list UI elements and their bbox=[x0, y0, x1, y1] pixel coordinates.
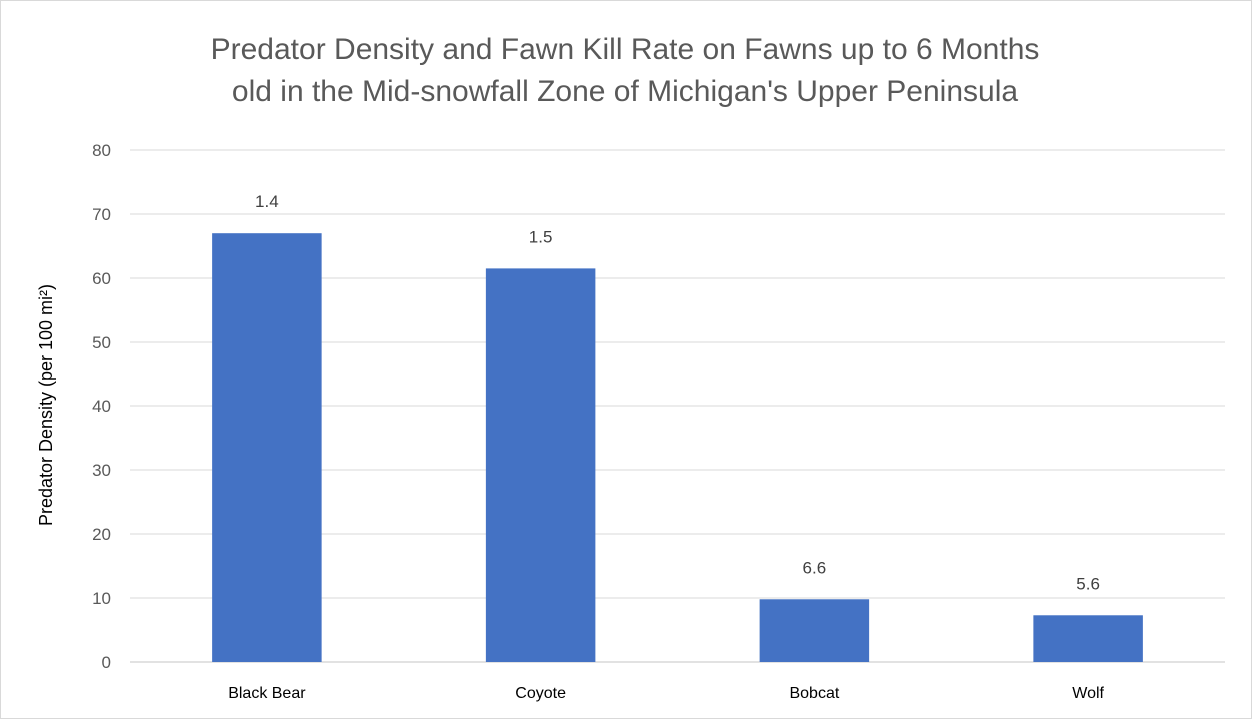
data-label: 1.5 bbox=[529, 227, 553, 246]
category-label: Wolf bbox=[1072, 685, 1104, 702]
category-label: Black Bear bbox=[228, 685, 306, 702]
y-tick-label: 60 bbox=[92, 269, 111, 288]
category-label: Bobcat bbox=[789, 685, 839, 702]
data-label: 5.6 bbox=[1076, 574, 1100, 593]
y-axis-ticks: 0 10 20 30 40 50 60 70 80 bbox=[92, 141, 111, 672]
y-tick-label: 20 bbox=[92, 525, 111, 544]
y-tick-label: 50 bbox=[92, 333, 111, 352]
x-axis-categories: Black Bear Coyote Bobcat Wolf bbox=[228, 685, 1104, 702]
data-label: 6.6 bbox=[803, 558, 827, 577]
bar bbox=[759, 599, 870, 662]
data-labels: 1.4 1.5 6.6 5.6 bbox=[255, 192, 1100, 593]
chart-title-line-2: old in the Mid-snowfall Zone of Michigan… bbox=[232, 75, 1018, 108]
y-axis-title: Predator Density (per 100 mi²) bbox=[36, 284, 56, 526]
y-tick-label: 40 bbox=[92, 397, 111, 416]
bar bbox=[485, 268, 596, 662]
y-tick-label: 80 bbox=[92, 141, 111, 160]
bars bbox=[212, 233, 1143, 662]
y-tick-label: 0 bbox=[102, 653, 111, 672]
y-tick-label: 30 bbox=[92, 461, 111, 480]
y-tick-label: 10 bbox=[92, 589, 111, 608]
bar bbox=[1033, 615, 1143, 662]
chart-title-line-1: Predator Density and Fawn Kill Rate on F… bbox=[211, 33, 1040, 66]
category-label: Coyote bbox=[515, 685, 566, 702]
y-tick-label: 70 bbox=[92, 205, 111, 224]
bar bbox=[212, 233, 322, 662]
data-label: 1.4 bbox=[255, 192, 279, 211]
